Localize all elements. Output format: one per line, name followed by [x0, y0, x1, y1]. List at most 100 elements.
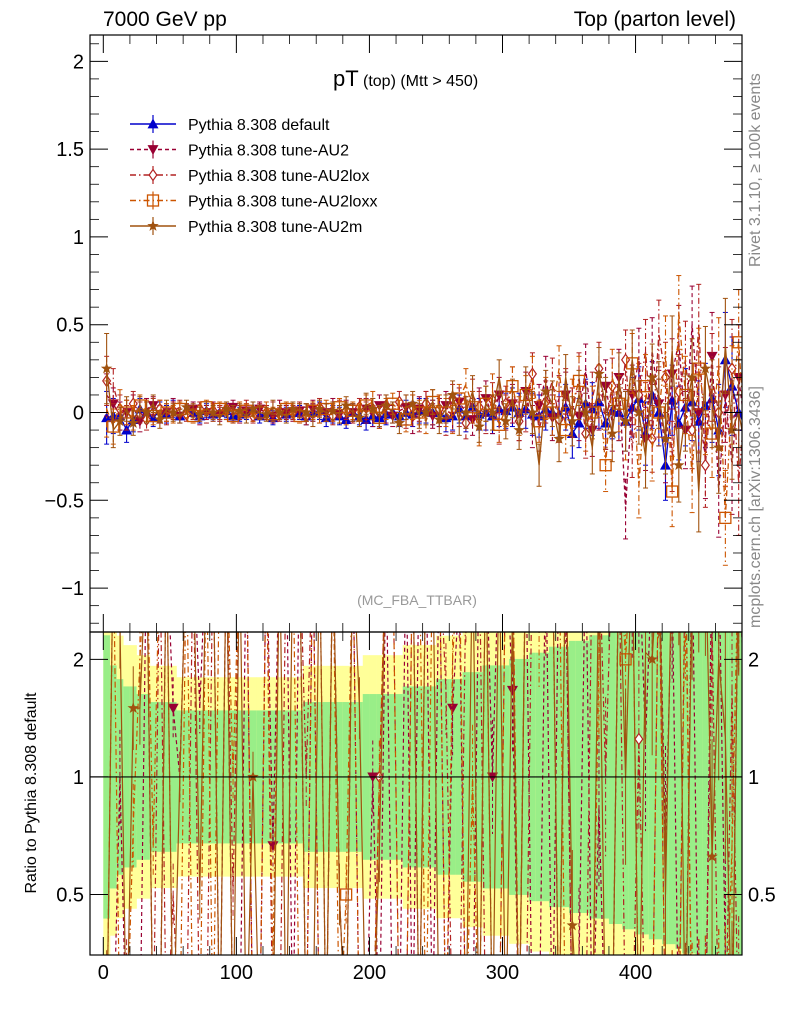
data-point: [753, 451, 764, 461]
ratio-point: [339, 888, 353, 901]
ratio-y-tick-label-right: 0.5: [748, 885, 776, 907]
ratio-point: [619, 653, 632, 666]
ratio-series-group: [106, 632, 757, 955]
data-point: [446, 388, 459, 400]
band-green: [648, 632, 656, 940]
band-yellow: [755, 632, 762, 955]
legend-label: Pythia 8.308 default: [188, 117, 330, 134]
ratio-y-tick-label-left: 2: [73, 649, 84, 671]
ratio-point: [746, 821, 757, 831]
data-point: [154, 413, 166, 425]
band-green: [668, 632, 676, 945]
data-point: [755, 354, 763, 365]
ratio-y-tick-label-right: 2: [748, 649, 759, 671]
x-tick-label: 100: [220, 962, 253, 984]
data-point: [740, 393, 742, 397]
y-tick-label: −1: [61, 578, 84, 600]
data-point: [746, 337, 757, 347]
y-tick-label: 0.5: [56, 315, 84, 337]
data-point: [599, 459, 612, 472]
data-point: [233, 404, 246, 416]
ratio-point: [447, 703, 459, 714]
ratio-point: [506, 685, 518, 696]
data-point: [619, 415, 632, 427]
y-tick-label: 2: [73, 51, 84, 73]
data-point: [493, 418, 506, 431]
data-point: [194, 408, 206, 420]
ratio-point: [566, 919, 579, 931]
data-point: [327, 404, 339, 416]
data-point: [167, 406, 179, 418]
series-3: [104, 275, 771, 566]
legend-marker: [146, 194, 160, 207]
y-tick-label: 1: [73, 227, 84, 249]
ratio-frame: [89, 631, 743, 956]
x-tick-label: 200: [353, 962, 386, 984]
data-point: [760, 349, 771, 359]
header-right: Top (parton level): [573, 8, 736, 31]
band-yellow: [762, 632, 769, 955]
data-point: [473, 420, 485, 432]
band-green: [742, 632, 749, 955]
band-green: [688, 632, 696, 954]
data-point: [733, 372, 742, 383]
band-green: [762, 632, 769, 955]
ratio-point: [646, 653, 658, 665]
legend-marker: [147, 219, 159, 231]
data-point: [380, 399, 392, 411]
data-point: [100, 362, 113, 374]
band-green: [702, 632, 710, 955]
ratio-point: [634, 732, 644, 746]
data-point: [273, 406, 286, 418]
data-point: [719, 511, 732, 525]
band-yellow: [749, 632, 756, 955]
data-point: [659, 432, 672, 444]
data-point: [686, 371, 698, 383]
data-point: [353, 411, 366, 423]
ratio-line: [107, 632, 739, 955]
data-point: [220, 402, 233, 414]
series-line: [105, 345, 742, 492]
legend-label: Pythia 8.308 tune-AU2m: [188, 219, 362, 236]
ratio-y-tick-label-right: 1: [748, 767, 759, 789]
band-green: [682, 632, 690, 954]
ratio-point: [127, 702, 139, 714]
data-point: [566, 415, 579, 427]
ratio-line: [153, 632, 738, 955]
data-point: [579, 406, 592, 418]
data-point: [460, 406, 472, 418]
data-point: [699, 362, 712, 374]
ratio-y-tick-label-left: 0.5: [56, 885, 84, 907]
data-point: [500, 415, 512, 427]
data-point: [553, 432, 565, 444]
y-tick-label: 0: [73, 403, 84, 425]
x-tick-label: 0: [98, 962, 109, 984]
data-point: [260, 408, 273, 420]
data-point: [746, 355, 757, 365]
header-left: 7000 GeV pp: [103, 8, 227, 31]
data-point: [433, 413, 446, 425]
data-point: [367, 402, 379, 414]
main-series-group: [100, 275, 771, 566]
data-point: [646, 371, 658, 383]
legend-label: Pythia 8.308 tune-AU2: [188, 143, 349, 160]
ratio-point: [706, 850, 718, 862]
ratio-y-tick-label-left: 1: [73, 767, 84, 789]
data-point: [121, 424, 133, 435]
legend-marker: [147, 145, 159, 155]
data-point: [526, 406, 539, 418]
data-point: [406, 397, 419, 409]
data-point: [593, 367, 605, 379]
series-line: [106, 312, 742, 518]
band-green: [749, 632, 756, 955]
data-point: [760, 495, 771, 506]
data-point: [700, 458, 710, 472]
data-point: [693, 415, 705, 426]
band-green: [615, 632, 623, 925]
ratio-point: [167, 703, 179, 714]
data-point: [420, 406, 432, 418]
data-point: [180, 401, 193, 413]
chart-subtitle: (top) (Mtt > 450): [363, 73, 478, 90]
band-green: [695, 632, 703, 955]
